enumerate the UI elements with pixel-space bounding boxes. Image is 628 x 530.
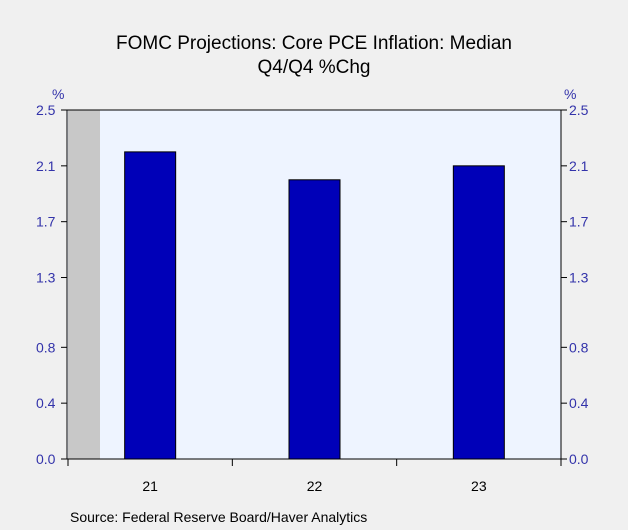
ticks-group (61, 109, 567, 466)
y-tick-label-left: 1.3 (36, 270, 56, 286)
y-tick-label-right: 0.0 (569, 451, 589, 467)
y-tick-label-left: 0.0 (36, 451, 56, 467)
y-tick-label-right: 0.8 (569, 339, 589, 355)
shaded-region (68, 110, 100, 459)
chart-title-line-1: FOMC Projections: Core PCE Inflation: Me… (116, 33, 512, 54)
bars-group (124, 151, 505, 460)
y-tick-label-left: 0.4 (36, 395, 56, 411)
y-tick-label-left: 2.5 (36, 102, 56, 118)
bar-21 (124, 151, 177, 460)
y-tick-label-right: 0.4 (569, 395, 589, 411)
x-tick-label-21: 21 (142, 478, 158, 494)
y-tick-label-left: 2.1 (36, 158, 56, 174)
x-tick-label-22: 22 (307, 478, 323, 494)
y-unit-right: % (564, 86, 576, 102)
y-tick-label-left: 0.8 (36, 339, 56, 355)
bar-22 (288, 179, 341, 460)
x-tick-label-23: 23 (471, 478, 487, 494)
y-tick-label-left: 1.7 (36, 214, 56, 230)
y-unit-left: % (52, 86, 64, 102)
labels-group: 0.0 0.0 0.4 0.4 0.8 0.8 1.3 1.3 1.7 1.7 2.1 2.1 2.5 2… (36, 86, 589, 494)
y-tick-label-right: 2.5 (569, 102, 589, 118)
y-tick-label-right: 1.7 (569, 214, 589, 230)
y-tick-label-right: 2.1 (569, 158, 589, 174)
bar-23 (452, 165, 505, 460)
source-note: Source: Federal Reserve Board/Haver Anal… (70, 509, 368, 525)
chart-title-line-2: Q4/Q4 %Chg (257, 57, 371, 78)
y-tick-label-right: 1.3 (569, 270, 589, 286)
